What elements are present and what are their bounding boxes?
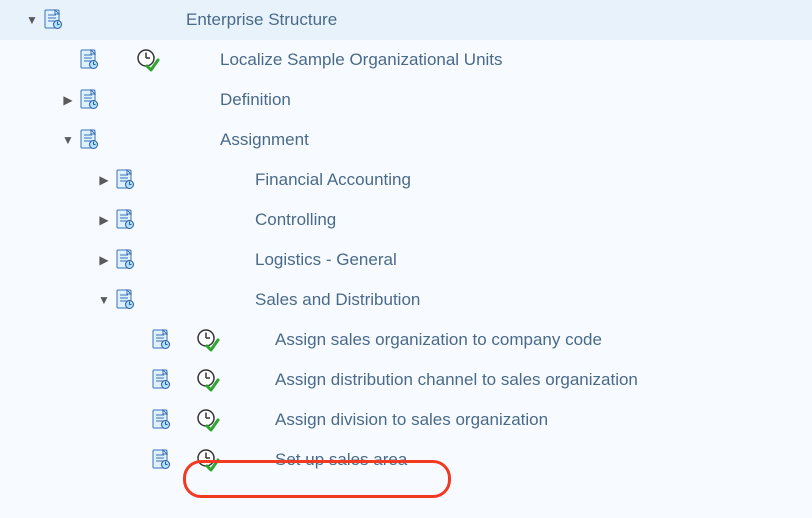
document-icon	[150, 409, 172, 431]
node-label: Localize Sample Organizational Units	[220, 50, 503, 70]
document-icon	[78, 129, 100, 151]
document-icon	[42, 9, 64, 31]
document-icon	[78, 89, 100, 111]
toggle-icon[interactable]: ▶	[94, 253, 114, 267]
document-icon	[114, 249, 136, 271]
tree-node-assign-salesorg-to-company[interactable]: Assign sales organization to company cod…	[0, 320, 812, 360]
document-icon	[114, 209, 136, 231]
toggle-icon[interactable]: ▶	[94, 173, 114, 187]
node-label: Assign distribution channel to sales org…	[275, 370, 638, 390]
toggle-icon[interactable]: ▶	[58, 93, 78, 107]
activity-icon[interactable]	[136, 49, 162, 71]
img-tree: ▼ Enterprise Structure Localize Sample O…	[0, 0, 812, 480]
document-icon	[150, 369, 172, 391]
tree-node-setup-sales-area[interactable]: Set up sales area	[0, 440, 812, 480]
node-label: Set up sales area	[275, 450, 407, 470]
node-label: Logistics - General	[255, 250, 397, 270]
tree-node-controlling[interactable]: ▶ Controlling	[0, 200, 812, 240]
node-label: Sales and Distribution	[255, 290, 420, 310]
document-icon	[150, 449, 172, 471]
toggle-icon[interactable]: ▼	[94, 293, 114, 307]
tree-node-assign-division-to-salesorg[interactable]: Assign division to sales organization	[0, 400, 812, 440]
tree-node-financial-accounting[interactable]: ▶ Financial Accounting	[0, 160, 812, 200]
node-label: Assign sales organization to company cod…	[275, 330, 602, 350]
node-label: Enterprise Structure	[186, 10, 337, 30]
node-label: Assignment	[220, 130, 309, 150]
document-icon	[78, 49, 100, 71]
tree-node-localize-sample[interactable]: Localize Sample Organizational Units	[0, 40, 812, 80]
toggle-icon[interactable]: ▼	[58, 133, 78, 147]
tree-node-enterprise-structure[interactable]: ▼ Enterprise Structure	[0, 0, 812, 40]
toggle-icon[interactable]: ▶	[94, 213, 114, 227]
activity-icon[interactable]	[196, 369, 222, 391]
document-icon	[150, 329, 172, 351]
node-label: Assign division to sales organization	[275, 410, 548, 430]
tree-node-sales-and-distribution[interactable]: ▼ Sales and Distribution	[0, 280, 812, 320]
document-icon	[114, 289, 136, 311]
document-icon	[114, 169, 136, 191]
tree-node-assignment[interactable]: ▼ Assignment	[0, 120, 812, 160]
tree-node-definition[interactable]: ▶ Definition	[0, 80, 812, 120]
activity-icon[interactable]	[196, 449, 222, 471]
tree-node-assign-distchannel-to-salesorg[interactable]: Assign distribution channel to sales org…	[0, 360, 812, 400]
tree-node-logistics-general[interactable]: ▶ Logistics - General	[0, 240, 812, 280]
activity-icon[interactable]	[196, 409, 222, 431]
node-label: Definition	[220, 90, 291, 110]
activity-icon[interactable]	[196, 329, 222, 351]
toggle-icon[interactable]: ▼	[22, 13, 42, 27]
node-label: Financial Accounting	[255, 170, 411, 190]
node-label: Controlling	[255, 210, 336, 230]
